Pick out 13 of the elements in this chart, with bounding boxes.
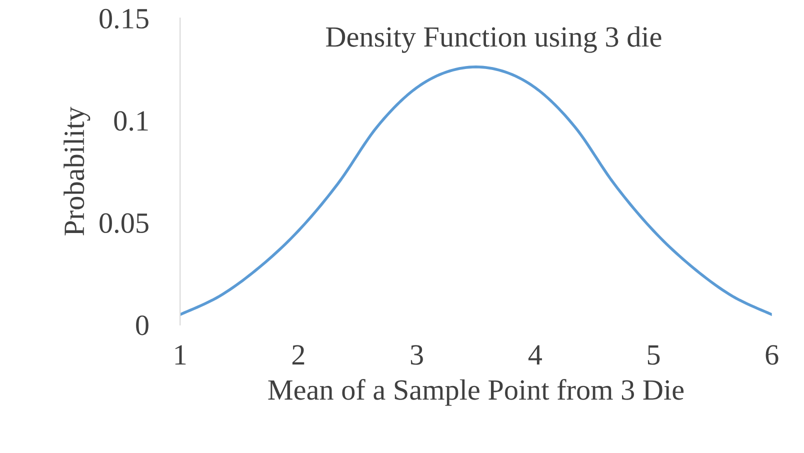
x-tick-label: 2 bbox=[292, 345, 304, 364]
y-axis-title: Probability bbox=[64, 106, 90, 236]
y-tick-label: 0.05 bbox=[100, 213, 148, 234]
x-tick-label: 5 bbox=[648, 345, 660, 365]
x-tick-label: 6 bbox=[766, 345, 778, 365]
x-tick-label: 1 bbox=[175, 345, 186, 364]
y-tick-label: 0.15 bbox=[100, 8, 148, 29]
chart-title: Density Function using 3 die bbox=[326, 26, 662, 53]
y-tick-label: 0 bbox=[136, 316, 148, 336]
y-tick-label: 0.1 bbox=[114, 111, 148, 131]
x-tick-label: 3 bbox=[410, 345, 423, 365]
x-axis-title: Mean of a Sample Point from 3 Die bbox=[268, 379, 684, 406]
x-tick-label: 4 bbox=[528, 345, 542, 364]
